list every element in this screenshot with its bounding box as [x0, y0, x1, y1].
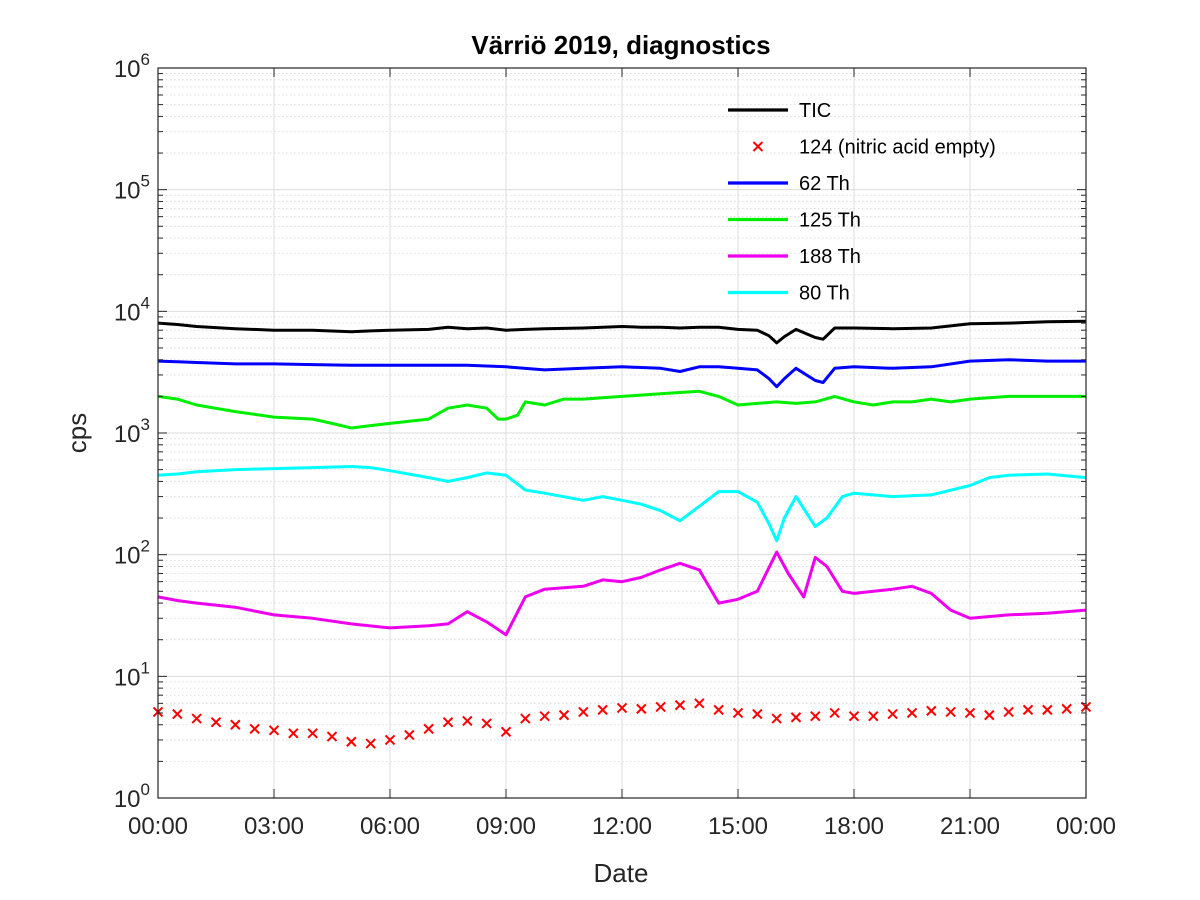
y-axis-label: cps	[62, 413, 92, 453]
series-line	[157, 389, 1086, 430]
data-point-marker	[1003, 706, 1014, 718]
data-point-marker	[520, 713, 531, 724]
y-tick-label: 101	[114, 658, 150, 691]
y-tick-label: 102	[114, 537, 150, 570]
data-point-marker	[945, 706, 956, 718]
chart-title: Värriö 2019, diagnostics	[471, 30, 770, 60]
legend-item-0: TIC	[728, 100, 831, 122]
legend-item-1: 124 (nitric acid empty)	[752, 137, 996, 159]
series-4	[157, 550, 1087, 637]
legend-label: 62 Th	[799, 173, 850, 195]
x-tick-label: 03:00	[244, 813, 304, 840]
data-point-marker	[655, 701, 666, 713]
x-tick-label: 15:00	[708, 813, 768, 840]
data-point-marker	[1022, 704, 1034, 716]
x-axis-label: Date	[594, 858, 649, 888]
data-point-marker	[384, 734, 396, 746]
y-tick-label: 104	[114, 293, 150, 326]
y-tick-label: 103	[114, 415, 150, 448]
data-point-marker	[636, 703, 647, 715]
x-tick-label: 18:00	[824, 813, 884, 840]
data-point-marker	[288, 728, 299, 739]
series-line	[157, 319, 1087, 345]
series-2	[157, 358, 1086, 389]
data-point-marker	[616, 702, 628, 714]
data-point-marker	[732, 707, 744, 719]
x-tick-label: 12:00	[592, 813, 652, 840]
legend: TIC 124 (nitric acid empty) 62 Th 125 Th 188…	[728, 100, 996, 305]
data-point-marker	[1042, 704, 1053, 716]
data-point-marker	[172, 708, 183, 720]
data-point-marker	[462, 715, 473, 727]
data-point-marker	[964, 707, 976, 719]
series-0	[157, 319, 1087, 345]
legend-label: 188 Th	[799, 246, 861, 268]
legend-item-3: 125 Th	[728, 210, 861, 232]
data-point-marker	[481, 718, 492, 729]
legend-item-2: 62 Th	[728, 173, 850, 195]
data-point-marker	[307, 728, 318, 739]
series-1	[152, 698, 1092, 749]
data-point-marker	[249, 723, 260, 735]
data-point-marker	[887, 708, 898, 720]
data-point-marker	[442, 716, 454, 728]
y-tick-label: 100	[114, 780, 150, 813]
data-point-marker	[810, 711, 821, 722]
legend-item-5: 80 Th	[728, 283, 850, 305]
data-point-marker	[848, 711, 860, 722]
data-point-marker	[674, 699, 686, 711]
data-point-marker	[500, 726, 512, 738]
data-point-marker	[597, 704, 608, 716]
x-tick-label: 00:00	[128, 813, 188, 840]
data-point-marker	[191, 713, 202, 724]
legend-label: 125 Th	[799, 210, 861, 232]
data-point-marker	[346, 736, 357, 747]
data-point-marker	[1061, 703, 1072, 715]
data-point-marker	[558, 709, 570, 721]
data-point-marker	[790, 712, 802, 723]
series-5	[157, 465, 1087, 543]
data-point-marker	[578, 706, 589, 718]
series-line	[157, 358, 1086, 389]
data-point-marker	[984, 709, 995, 721]
y-tick-labels: 100 101 102 103 104 105 106	[114, 50, 150, 813]
y-tick-label: 105	[114, 172, 150, 205]
x-tick-label: 21:00	[940, 813, 1000, 840]
data-point-marker	[230, 719, 241, 730]
data-point-marker	[906, 707, 918, 719]
data-point-marker	[694, 698, 705, 709]
series-line	[157, 550, 1087, 637]
data-point-marker	[539, 711, 550, 722]
data-point-marker	[713, 704, 724, 716]
legend-item-4: 188 Th	[728, 246, 861, 268]
data-point-marker	[771, 713, 782, 724]
x-tick-labels: 00:00 03:00 06:00 09:00 12:00 15:00 18:00 21:00…	[128, 813, 1116, 840]
data-point-marker	[268, 725, 280, 736]
data-point-marker	[326, 731, 338, 742]
data-point-marker	[365, 738, 376, 749]
data-point-marker	[404, 729, 415, 741]
legend-marker	[752, 141, 764, 152]
data-point-marker	[752, 708, 763, 720]
series-layer	[152, 319, 1092, 749]
series-3	[157, 389, 1086, 430]
data-point-marker	[829, 707, 840, 719]
x-tick-label: 06:00	[360, 813, 420, 840]
ticks	[157, 67, 1087, 799]
series-line	[157, 465, 1087, 543]
data-point-marker	[423, 723, 434, 735]
legend-label: TIC	[799, 100, 831, 122]
data-point-marker	[868, 711, 879, 722]
data-point-marker	[926, 705, 937, 717]
data-point-marker	[210, 716, 222, 728]
y-tick-label: 106	[114, 50, 150, 83]
legend-label: 80 Th	[799, 283, 850, 305]
x-tick-label: 00:00	[1056, 813, 1116, 840]
legend-label: 124 (nitric acid empty)	[799, 137, 996, 159]
x-tick-label: 09:00	[476, 813, 536, 840]
